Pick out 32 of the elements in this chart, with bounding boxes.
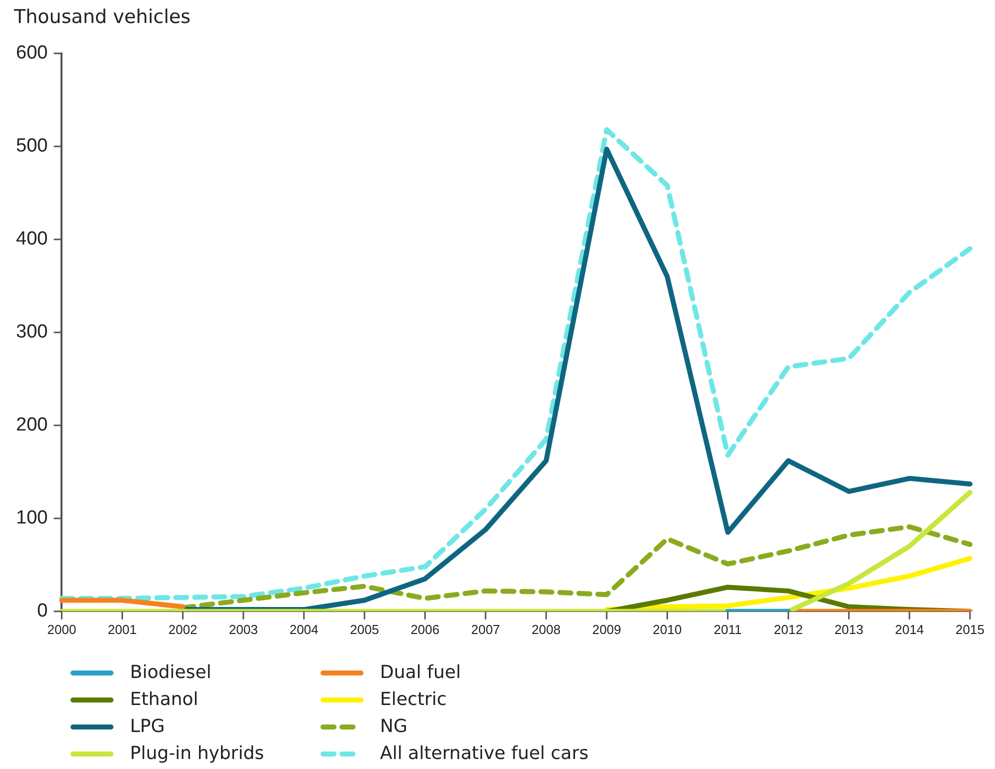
x-tick-label: 2001 — [108, 622, 137, 637]
x-tick-label: 2012 — [774, 622, 803, 637]
x-tick-label: 2009 — [592, 622, 622, 637]
y-tick-label: 0 — [37, 600, 48, 622]
y-tick-label: 200 — [16, 414, 48, 436]
x-tick-label: 2013 — [834, 622, 864, 637]
x-tick-label: 2010 — [652, 622, 682, 637]
x-tick-label: 2014 — [894, 622, 924, 637]
legend-label: Biodiesel — [130, 662, 212, 683]
x-tick-label: 2008 — [532, 622, 561, 637]
legend-label: Electric — [380, 689, 447, 710]
x-tick-label: 2007 — [471, 622, 500, 637]
y-tick-label: 100 — [16, 508, 48, 529]
x-tick-label: 2002 — [168, 622, 198, 637]
legend-label: Ethanol — [130, 689, 198, 710]
legend-label: NG — [380, 716, 408, 737]
y-tick-label: 500 — [16, 136, 48, 157]
legend-label: All alternative fuel cars — [380, 743, 588, 764]
legend-label: LPG — [130, 716, 165, 737]
y-tick-label: 300 — [16, 322, 48, 343]
x-tick-label: 2011 — [714, 622, 742, 637]
y-tick-label: 600 — [16, 42, 48, 64]
y-axis-title: Thousand vehicles — [14, 6, 191, 28]
legend-label: Dual fuel — [380, 662, 461, 683]
y-tick-label: 400 — [16, 228, 48, 250]
x-tick-label: 2000 — [47, 622, 76, 637]
x-tick-label: 2005 — [350, 622, 379, 637]
x-tick-label: 2003 — [228, 622, 258, 637]
x-tick-label: 2006 — [410, 622, 440, 637]
x-tick-label: 2004 — [289, 622, 318, 637]
legend-label: Plug-in hybrids — [130, 743, 264, 764]
x-tick-label: 2015 — [956, 622, 984, 637]
